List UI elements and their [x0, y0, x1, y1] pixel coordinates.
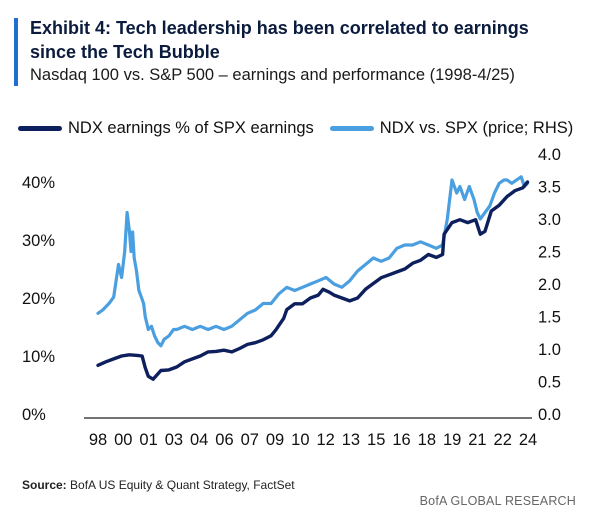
x-tick-label: 10 [291, 431, 309, 449]
x-tick-label: 22 [494, 431, 512, 449]
left-tick-label: 30% [22, 232, 55, 250]
left-tick-label: 20% [22, 290, 55, 308]
chart-title: Exhibit 4: Tech leadership has been corr… [30, 18, 529, 62]
x-tick-label: 07 [241, 431, 259, 449]
legend: NDX earnings % of SPX earnings NDX vs. S… [18, 116, 589, 140]
source-text: BofA US Equity & Quant Strategy, FactSet [66, 478, 295, 492]
x-tick-label: 98 [89, 431, 107, 449]
x-tick-label: 04 [190, 431, 208, 449]
left-tick-label: 0% [22, 406, 46, 424]
legend-item-earnings: NDX earnings % of SPX earnings [18, 119, 314, 138]
left-axis: 0% 10% 20% 30% 40% [22, 174, 55, 424]
x-tick-label: 21 [468, 431, 486, 449]
right-tick-label: 1.5 [538, 309, 561, 327]
source-note: Source: BofA US Equity & Quant Strategy,… [22, 478, 295, 492]
right-tick-label: 3.5 [538, 179, 561, 197]
brand-footer: BofA GLOBAL RESEARCH [419, 494, 576, 508]
right-tick-label: 2.0 [538, 276, 561, 294]
right-tick-label: 4.0 [538, 146, 561, 164]
legend-swatch-price [329, 125, 374, 131]
series-layer [96, 175, 530, 381]
x-tick-label: 09 [266, 431, 284, 449]
left-tick-label: 10% [22, 348, 55, 366]
series-line-price [96, 175, 530, 348]
x-tick-label: 12 [316, 431, 334, 449]
right-tick-label: 0.0 [538, 406, 561, 424]
x-tick-label: 03 [165, 431, 183, 449]
x-tick-label: 15 [367, 431, 385, 449]
right-tick-label: 0.5 [538, 374, 561, 392]
right-tick-label: 3.0 [538, 211, 561, 229]
x-tick-label: 19 [443, 431, 461, 449]
x-tick-label: 24 [519, 431, 537, 449]
legend-label-price: NDX vs. SPX (price; RHS) [379, 118, 574, 137]
title-accent-bar [14, 18, 18, 86]
right-tick-label: 2.5 [538, 244, 561, 262]
right-tick-label: 1.0 [538, 341, 561, 359]
legend-label-earnings: NDX earnings % of SPX earnings [68, 118, 314, 137]
x-tick-label: 13 [342, 431, 360, 449]
x-tick-label: 18 [418, 431, 436, 449]
x-axis: 98 00 01 03 04 06 07 09 10 12 13 15 16 18 19 21 22 24 [84, 417, 537, 449]
x-tick-label: 01 [139, 431, 157, 449]
series-line-earnings [96, 180, 530, 381]
x-tick-label: 00 [114, 431, 132, 449]
legend-item-price: NDX vs. SPX (price; RHS) [329, 118, 574, 138]
source-label: Source: [22, 478, 67, 492]
right-axis: 0.0 0.5 1.0 1.5 2.0 2.5 3.0 3.5 4.0 [538, 146, 561, 424]
x-tick-label: 06 [215, 431, 233, 449]
left-tick-label: 40% [22, 174, 55, 192]
legend-swatch-earnings [18, 125, 62, 131]
chart-subtitle: Nasdaq 100 vs. S&P 500 – earnings and pe… [30, 66, 515, 84]
x-tick-label: 16 [392, 431, 410, 449]
